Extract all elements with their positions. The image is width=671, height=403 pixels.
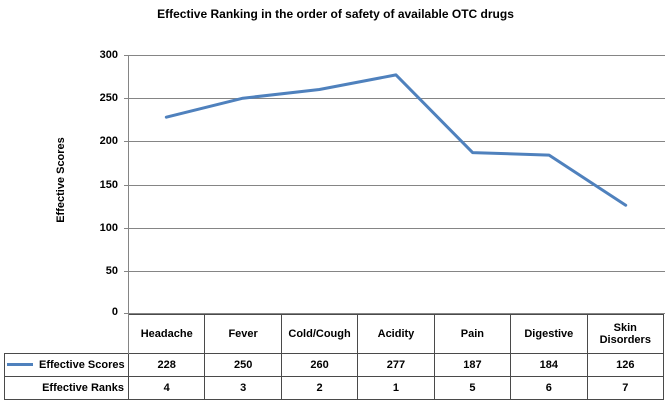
score-fever: 250 (204, 353, 282, 377)
effective-scores-line (164, 73, 628, 207)
category-skin-disorders: Skin Disorders (586, 314, 665, 354)
series-line-legend-marker (7, 362, 33, 366)
score-skin-disorders: 126 (586, 353, 665, 377)
category-headache: Headache (127, 314, 206, 354)
score-headache: 228 (127, 353, 206, 377)
y-tick-0: 0 (111, 306, 118, 318)
score-acidity: 277 (357, 353, 435, 377)
y-tick-50: 50 (105, 264, 118, 277)
category-header-row: Headache Fever Cold/Cough Acidity Pain D… (4, 314, 665, 354)
category-cold-cough: Cold/Cough (280, 314, 359, 354)
plot-area (124, 55, 665, 314)
series-1-name: Effective Scores (39, 359, 125, 371)
score-digestive: 184 (510, 353, 588, 377)
gridline-250 (124, 98, 665, 100)
rank-cold-cough: 2 (280, 376, 359, 400)
category-digestive: Digestive (510, 314, 588, 354)
gridline-150 (124, 184, 665, 186)
gridline-0 (124, 313, 665, 314)
category-acidity: Acidity (357, 314, 435, 354)
category-pain: Pain (433, 314, 512, 354)
effective-ranks-row: Effective Ranks 4 3 2 1 5 6 7 (4, 376, 665, 400)
y-tick-150: 150 (99, 178, 118, 191)
data-table: Headache Fever Cold/Cough Acidity Pain D… (4, 314, 665, 400)
rank-skin-disorders: 7 (586, 376, 665, 400)
effective-scores-row: Effective Scores 228 250 260 277 187 184… (4, 353, 665, 377)
table-corner-blank (4, 314, 129, 354)
legend-effective-scores: Effective Scores (4, 353, 129, 377)
gridline-50 (124, 270, 665, 272)
gridline-200 (124, 141, 665, 143)
rank-pain: 5 (433, 376, 512, 400)
rank-digestive: 6 (510, 376, 588, 400)
rank-headache: 4 (127, 376, 206, 400)
line-chart-svg (164, 73, 628, 207)
gridline-100 (124, 227, 665, 229)
y-tick-250: 250 (99, 92, 118, 105)
legend-effective-ranks: Effective Ranks (4, 376, 129, 400)
category-fever: Fever (204, 314, 282, 354)
y-tick-100: 100 (99, 221, 118, 234)
rank-fever: 3 (204, 376, 282, 400)
chart-title: Effective Ranking in the order of safety… (157, 7, 514, 21)
score-pain: 187 (433, 353, 512, 377)
y-tick-200: 200 (99, 135, 118, 148)
gridline-300 (124, 55, 665, 56)
series-2-name: Effective Ranks (42, 382, 124, 394)
y-tick-300: 300 (99, 49, 118, 61)
score-cold-cough: 260 (280, 353, 359, 377)
rank-acidity: 1 (357, 376, 435, 400)
